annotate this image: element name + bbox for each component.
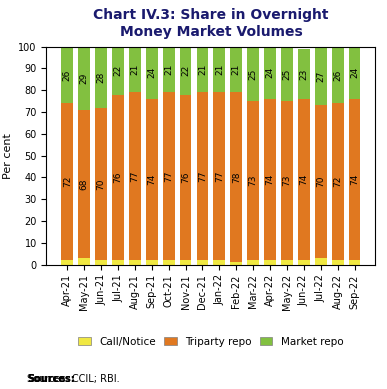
Bar <box>197 260 208 265</box>
Bar <box>315 105 327 258</box>
Text: 73: 73 <box>283 175 291 186</box>
Bar <box>112 47 124 95</box>
Text: 77: 77 <box>130 170 139 182</box>
Bar <box>264 99 276 260</box>
Text: 22: 22 <box>113 65 123 76</box>
Text: 28: 28 <box>97 72 106 83</box>
Bar <box>112 95 124 260</box>
Bar <box>129 260 141 265</box>
Bar <box>197 47 208 93</box>
Bar <box>62 103 73 260</box>
Text: 72: 72 <box>333 176 342 187</box>
Bar <box>315 258 327 265</box>
Text: 78: 78 <box>232 172 241 183</box>
Text: 77: 77 <box>198 170 207 182</box>
Text: 21: 21 <box>130 64 139 75</box>
Bar <box>129 47 141 93</box>
Bar <box>163 47 175 93</box>
Text: 77: 77 <box>164 170 173 182</box>
Text: 24: 24 <box>147 67 156 79</box>
Bar <box>112 260 124 265</box>
Bar <box>298 99 310 260</box>
Bar <box>95 260 107 265</box>
Legend: Call/Notice, Triparty repo, Market repo: Call/Notice, Triparty repo, Market repo <box>74 333 348 351</box>
Bar <box>230 47 242 93</box>
Bar <box>332 47 344 103</box>
Text: Sources: CCIL; RBI.: Sources: CCIL; RBI. <box>27 374 120 384</box>
Bar <box>247 101 259 260</box>
Bar <box>298 260 310 265</box>
Bar <box>315 47 327 105</box>
Text: 23: 23 <box>299 68 308 80</box>
Bar <box>230 262 242 265</box>
Text: 24: 24 <box>350 67 359 79</box>
Bar <box>247 260 259 265</box>
Bar <box>281 101 293 260</box>
Bar <box>146 99 158 260</box>
Bar <box>230 93 242 262</box>
Bar <box>349 99 360 260</box>
Bar <box>146 47 158 99</box>
Bar <box>214 260 225 265</box>
Text: 68: 68 <box>80 178 89 190</box>
Text: 77: 77 <box>215 170 224 182</box>
Bar <box>78 258 90 265</box>
Text: 76: 76 <box>181 172 190 183</box>
Text: 26: 26 <box>63 69 72 81</box>
Bar <box>95 108 107 260</box>
Bar <box>78 110 90 258</box>
Text: 74: 74 <box>265 174 274 185</box>
Text: Sources:: Sources: <box>27 374 75 384</box>
Text: 27: 27 <box>316 70 325 82</box>
Bar <box>214 93 225 260</box>
Text: 74: 74 <box>147 174 156 185</box>
Text: 76: 76 <box>113 172 123 183</box>
Bar <box>332 260 344 265</box>
Text: 25: 25 <box>283 68 291 80</box>
Text: 74: 74 <box>350 174 359 185</box>
Text: 22: 22 <box>181 65 190 76</box>
Text: 72: 72 <box>63 176 72 187</box>
Text: 21: 21 <box>198 64 207 75</box>
Bar <box>163 93 175 260</box>
Text: 73: 73 <box>249 175 258 186</box>
Text: 70: 70 <box>316 176 325 187</box>
Bar <box>264 260 276 265</box>
Bar <box>281 47 293 101</box>
Bar <box>281 260 293 265</box>
Bar <box>298 49 310 99</box>
Text: 21: 21 <box>232 64 241 75</box>
Title: Chart IV.3: Share in Overnight
Money Market Volumes: Chart IV.3: Share in Overnight Money Mar… <box>93 9 329 39</box>
Bar <box>62 47 73 103</box>
Bar <box>95 47 107 108</box>
Bar <box>163 260 175 265</box>
Bar <box>247 47 259 101</box>
Bar <box>180 260 192 265</box>
Text: 70: 70 <box>97 178 106 190</box>
Y-axis label: Per cent: Per cent <box>3 133 13 179</box>
Bar <box>264 47 276 99</box>
Bar <box>129 93 141 260</box>
Text: 29: 29 <box>80 73 89 84</box>
Text: 25: 25 <box>249 68 258 80</box>
Bar <box>62 260 73 265</box>
Bar <box>214 47 225 93</box>
Text: 21: 21 <box>215 64 224 75</box>
Bar <box>332 103 344 260</box>
Bar <box>349 260 360 265</box>
Text: 74: 74 <box>299 174 308 185</box>
Bar <box>146 260 158 265</box>
Bar <box>180 47 192 95</box>
Bar <box>78 47 90 110</box>
Bar <box>349 47 360 99</box>
Text: 24: 24 <box>265 67 274 79</box>
Text: 26: 26 <box>333 69 342 81</box>
Bar <box>180 95 192 260</box>
Bar <box>197 93 208 260</box>
Text: Sources:: Sources: <box>27 374 75 384</box>
Text: 21: 21 <box>164 64 173 75</box>
